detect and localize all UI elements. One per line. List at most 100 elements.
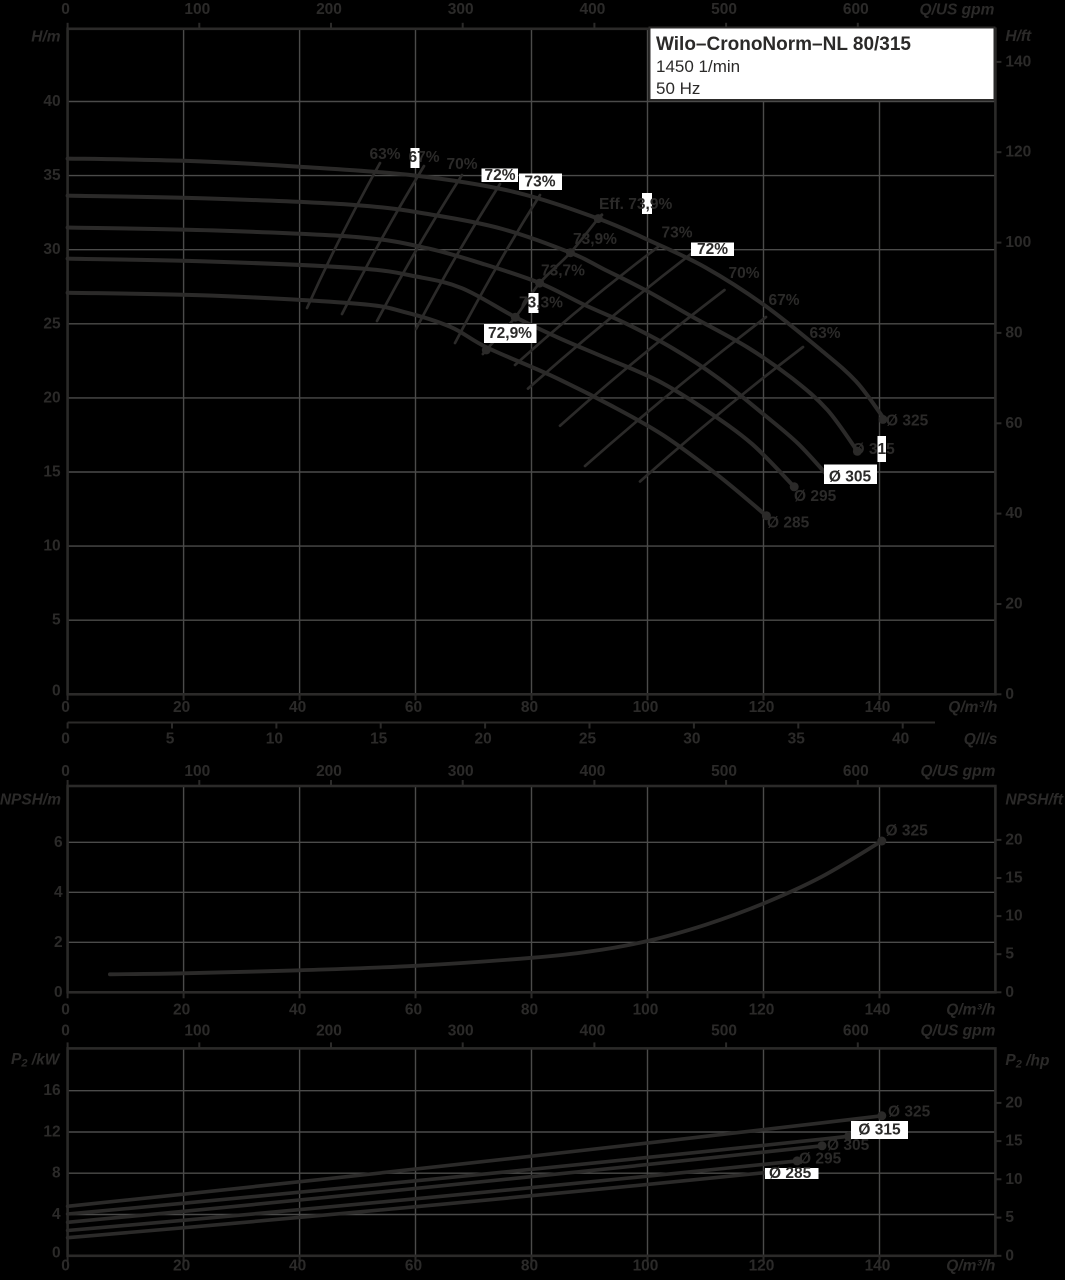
svg-text:100: 100 [633,699,659,716]
svg-text:25: 25 [43,315,61,332]
svg-text:40: 40 [1005,505,1022,522]
svg-text:70%: 70% [446,156,477,173]
svg-text:10: 10 [43,538,60,555]
svg-text:72%: 72% [697,241,728,258]
svg-text:600: 600 [843,763,869,780]
svg-text:Q/l/s: Q/l/s [964,731,998,748]
svg-text:5: 5 [1005,946,1014,963]
svg-text:300: 300 [448,1,474,18]
svg-text:80: 80 [521,1002,538,1019]
svg-text:60: 60 [405,1002,422,1019]
svg-text:500: 500 [711,763,737,780]
svg-text:Ø 325: Ø 325 [886,823,929,840]
svg-text:0: 0 [1005,686,1014,703]
svg-text:120: 120 [749,1002,775,1019]
svg-text:500: 500 [711,1023,737,1040]
svg-text:400: 400 [579,1023,605,1040]
svg-text:0: 0 [1005,1247,1014,1264]
svg-text:Q/m³/h: Q/m³/h [946,1002,995,1019]
svg-text:80: 80 [521,699,538,716]
svg-text:2: 2 [54,934,63,951]
svg-text:Ø 315: Ø 315 [853,441,896,458]
svg-text:Ø 285: Ø 285 [767,515,810,532]
svg-text:400: 400 [579,763,605,780]
svg-text:Q/US gpm: Q/US gpm [920,763,995,780]
svg-text:600: 600 [843,1023,869,1040]
svg-text:20: 20 [173,1002,190,1019]
svg-text:0: 0 [52,1245,61,1262]
svg-text:0: 0 [61,1002,70,1019]
svg-text:40: 40 [289,1258,306,1275]
svg-text:NPSH/m: NPSH/m [0,792,61,809]
svg-text:40: 40 [892,731,909,748]
svg-text:500: 500 [711,1,737,18]
svg-text:4: 4 [54,884,63,901]
svg-text:140: 140 [865,1258,891,1275]
svg-text:73%: 73% [524,174,555,191]
svg-text:25: 25 [579,731,597,748]
svg-text:80: 80 [521,1258,538,1275]
svg-text:400: 400 [579,1,605,18]
svg-text:72%: 72% [484,167,515,184]
svg-text:73,3%: 73,3% [519,295,563,312]
svg-text:73%: 73% [661,225,692,242]
svg-text:Ø 295: Ø 295 [799,1151,842,1168]
svg-text:5: 5 [166,731,175,748]
svg-text:20: 20 [474,731,491,748]
svg-text:0: 0 [61,763,70,780]
svg-text:0: 0 [61,1258,70,1275]
svg-text:200: 200 [316,1,342,18]
svg-text:NPSH/ft: NPSH/ft [1005,792,1064,809]
svg-text:67%: 67% [768,292,799,309]
svg-text:100: 100 [633,1258,659,1275]
svg-text:0: 0 [61,1023,70,1040]
svg-text:100: 100 [184,763,210,780]
svg-text:50 Hz: 50 Hz [656,79,700,98]
svg-text:15: 15 [1005,1133,1023,1150]
svg-text:20: 20 [1005,596,1022,613]
svg-text:12: 12 [43,1124,60,1141]
svg-text:20: 20 [1005,1094,1022,1111]
svg-text:0: 0 [54,984,63,1001]
svg-text:40: 40 [43,93,60,110]
svg-text:10: 10 [1005,1171,1022,1188]
svg-text:0: 0 [61,1,70,18]
svg-text:140: 140 [865,1002,891,1019]
svg-text:10: 10 [1005,908,1022,925]
svg-text:40: 40 [289,1002,306,1019]
svg-text:0: 0 [61,731,70,748]
svg-text:140: 140 [865,699,891,716]
svg-text:15: 15 [1005,870,1023,887]
svg-text:60: 60 [405,699,422,716]
svg-text:600: 600 [843,1,869,18]
svg-text:Ø 325: Ø 325 [886,413,929,430]
svg-text:15: 15 [370,731,388,748]
svg-text:6: 6 [54,834,63,851]
svg-text:120: 120 [1005,144,1031,161]
svg-text:35: 35 [788,731,806,748]
svg-text:120: 120 [749,699,775,716]
svg-text:40: 40 [289,699,306,716]
svg-text:H/ft: H/ft [1005,28,1032,45]
svg-text:120: 120 [749,1258,775,1275]
svg-text:67%: 67% [408,149,439,166]
svg-text:Q/m³/h: Q/m³/h [946,1258,995,1275]
svg-text:Q/m³/h: Q/m³/h [948,699,997,716]
svg-text:P2 /kW: P2 /kW [11,1051,61,1070]
svg-text:72,9%: 72,9% [488,325,532,342]
svg-text:30: 30 [683,731,700,748]
svg-text:Ø 305: Ø 305 [829,469,872,486]
svg-text:15: 15 [43,464,61,481]
svg-text:Ø 305: Ø 305 [827,1137,870,1154]
svg-text:0: 0 [1005,984,1014,1001]
svg-text:73,9%: 73,9% [573,231,617,248]
svg-text:Q/US gpm: Q/US gpm [919,2,994,19]
svg-text:100: 100 [184,1,210,18]
svg-text:70%: 70% [728,265,759,282]
svg-text:0: 0 [61,699,70,716]
svg-text:P2 /hp: P2 /hp [1005,1052,1049,1071]
svg-text:Q/US gpm: Q/US gpm [920,1023,995,1040]
svg-text:1450 1/min: 1450 1/min [656,57,740,76]
svg-text:73,7%: 73,7% [541,263,585,280]
svg-text:16: 16 [43,1082,61,1099]
